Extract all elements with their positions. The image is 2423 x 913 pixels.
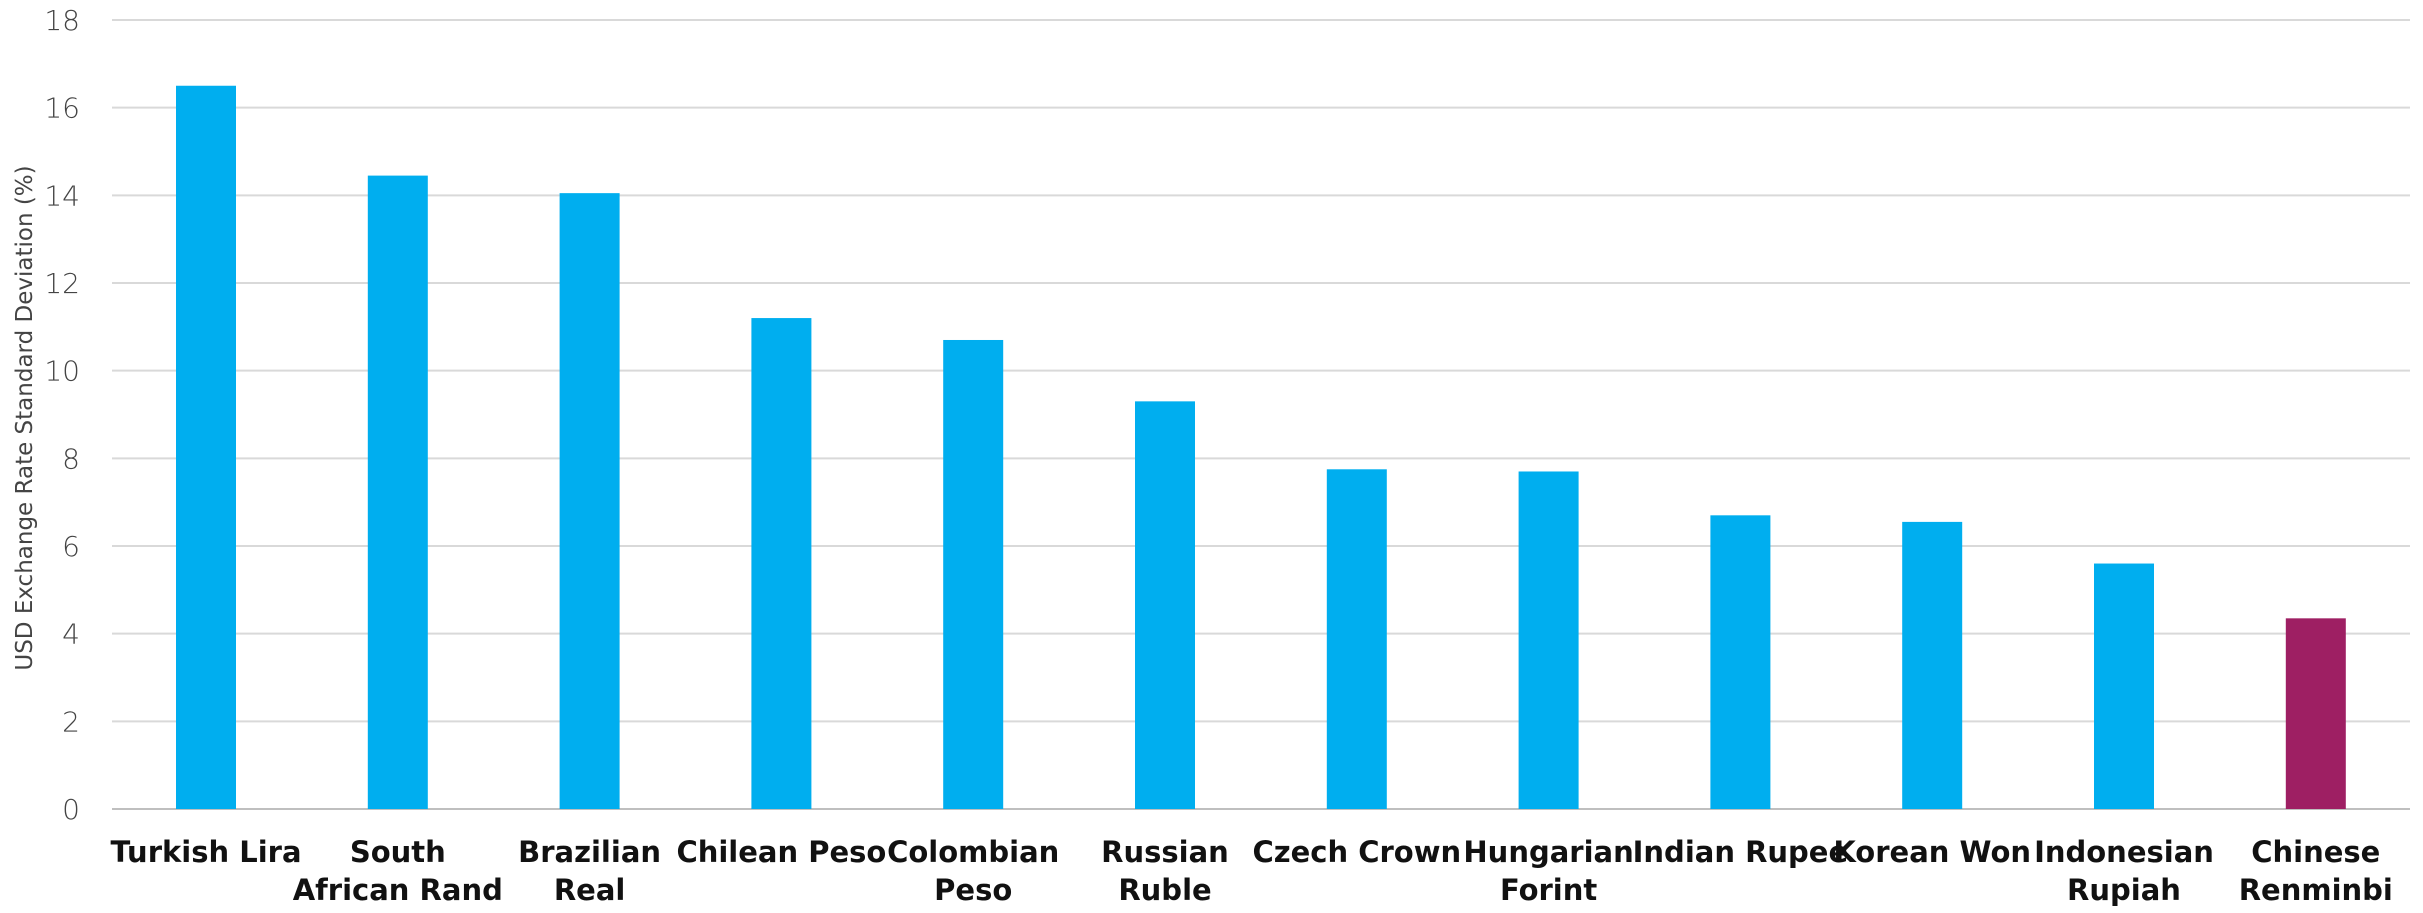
y-axis-ticks: 0 2 4 6 8 10 12 14 16 18 xyxy=(44,4,80,826)
x-category-label: Turkish Lira xyxy=(110,835,301,869)
x-category-label-line: Renminbi xyxy=(2239,873,2393,907)
x-category-label: Russian Ruble xyxy=(1101,835,1229,907)
x-category-label-line: Ruble xyxy=(1118,873,1211,907)
x-category-label: Hungarian Forint xyxy=(1463,835,1633,907)
x-category-label-line: Indian Rupee xyxy=(1633,835,1849,869)
x-category-label-line: South xyxy=(350,835,446,869)
x-category-label-line: Rupiah xyxy=(2067,873,2181,907)
bar-brazilian-real xyxy=(559,193,620,809)
y-tick-label: 0 xyxy=(62,793,80,826)
x-category-label-line: Forint xyxy=(1500,873,1597,907)
x-category-label: Indian Rupee xyxy=(1633,835,1849,869)
y-tick-label: 2 xyxy=(62,705,80,738)
x-category-label: Chilean Peso xyxy=(676,835,886,869)
y-tick-label: 14 xyxy=(44,179,80,212)
bar-chinese-renminbi xyxy=(2285,618,2346,809)
x-category-label-line: Peso xyxy=(934,873,1012,907)
x-category-label-line: Czech Crown xyxy=(1252,835,1461,869)
x-category-label-line: Korean Won xyxy=(1833,835,2031,869)
bar-colombian-peso xyxy=(943,339,1004,809)
x-category-label: Indonesian Rupiah xyxy=(2034,835,2214,907)
y-tick-label: 4 xyxy=(62,618,80,651)
x-category-label-line: Chinese xyxy=(2251,835,2380,869)
bar-turkish-lira xyxy=(176,85,236,809)
bar-czech-crown xyxy=(1326,469,1387,809)
x-category-label-line: Indonesian xyxy=(2034,835,2214,869)
y-tick-label: 12 xyxy=(44,267,80,300)
x-category-label: South African Rand xyxy=(293,835,503,907)
y-tick-label: 6 xyxy=(62,530,80,563)
x-category-label-line: Brazilian xyxy=(518,835,661,869)
y-axis-title: USD Exchange Rate Standard Deviation (%) xyxy=(12,165,38,670)
x-category-label-line: Real xyxy=(554,873,626,907)
gridlines xyxy=(112,19,2410,810)
x-category-label-line: African Rand xyxy=(293,873,503,907)
y-tick-label: 8 xyxy=(62,442,80,475)
bar-russian-ruble xyxy=(1135,401,1195,809)
bar-indonesian-rupiah xyxy=(2094,563,2154,809)
x-category-label-line: Russian xyxy=(1101,835,1229,869)
y-tick-label: 18 xyxy=(44,4,80,37)
x-category-label: Czech Crown xyxy=(1252,835,1461,869)
x-category-label-line: Hungarian xyxy=(1463,835,1633,869)
x-category-label: Chinese Renminbi xyxy=(2239,835,2393,907)
x-axis-category-labels: Turkish Lira South African Rand Brazilian Re… xyxy=(110,835,2392,907)
bars xyxy=(176,85,2346,809)
x-category-label: Colombian Peso xyxy=(887,835,1059,907)
x-category-label: Korean Won xyxy=(1833,835,2031,869)
bar-south-african-rand xyxy=(367,175,428,809)
bar-hungarian-forint xyxy=(1518,471,1579,809)
bar-indian-rupee xyxy=(1710,515,1771,809)
x-category-label-line: Chilean Peso xyxy=(676,835,886,869)
y-tick-label: 10 xyxy=(44,355,80,388)
x-category-label-line: Colombian xyxy=(887,835,1059,869)
bar-chilean-peso xyxy=(751,318,812,809)
bar-korean-won xyxy=(1902,521,1963,809)
x-category-label-line: Turkish Lira xyxy=(110,835,301,869)
x-category-label: Brazilian Real xyxy=(518,835,661,907)
y-tick-label: 16 xyxy=(44,92,80,125)
